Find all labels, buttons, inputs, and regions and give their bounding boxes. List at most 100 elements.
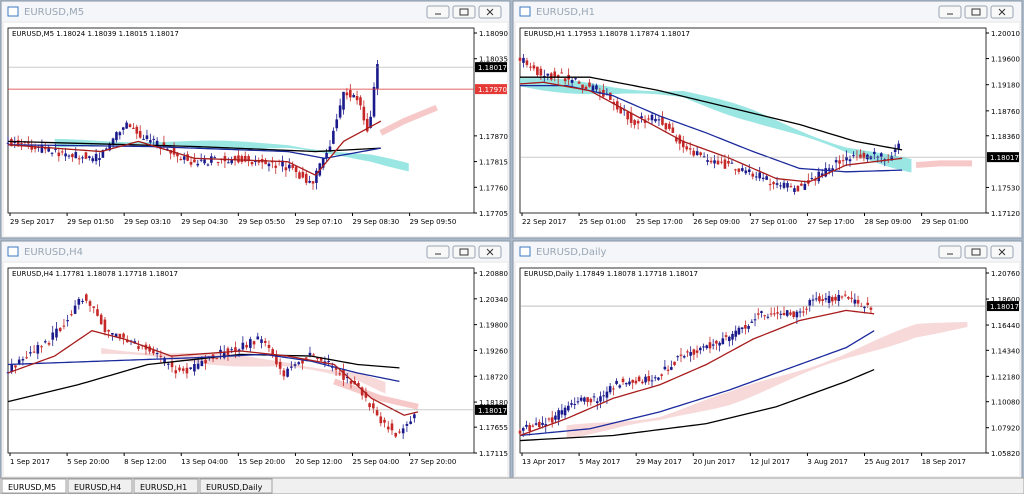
- candle-body: [731, 333, 734, 340]
- candle-body: [179, 158, 183, 160]
- candle-body: [608, 386, 612, 393]
- window-button-min[interactable]: [426, 5, 450, 19]
- candle-body: [859, 305, 863, 307]
- button-glyph: [971, 248, 981, 256]
- candle-body: [111, 332, 114, 335]
- candle-body: [267, 163, 271, 167]
- candle-body: [893, 149, 897, 153]
- bid-box: [987, 301, 1019, 312]
- candle-body: [308, 352, 312, 356]
- candle-body: [720, 161, 723, 163]
- time-label: 27 Sep 17:00: [807, 218, 854, 226]
- candle-body: [142, 138, 145, 140]
- candle-body: [756, 313, 760, 315]
- candle-body: [94, 153, 98, 162]
- tab[interactable]: [133, 478, 199, 494]
- tab[interactable]: [1, 478, 67, 494]
- candle-body: [549, 73, 553, 80]
- candle-body: [539, 68, 543, 76]
- window-button-max[interactable]: [452, 5, 476, 19]
- candle-body: [595, 85, 598, 90]
- candle-body: [775, 183, 779, 185]
- candle-body: [365, 118, 369, 132]
- candle-body: [165, 148, 169, 150]
- candle-body: [57, 152, 61, 157]
- candle-body: [193, 159, 196, 163]
- window-button-min[interactable]: [938, 245, 962, 259]
- candle-body: [629, 112, 633, 123]
- candle-body: [249, 339, 252, 348]
- candle-body: [172, 147, 176, 155]
- candle-body: [20, 142, 23, 144]
- candle-body: [716, 160, 720, 165]
- candle-body: [155, 140, 159, 147]
- chart-info: EURUSD,H1 1.17953 1.18078 1.17874 1.1801…: [524, 30, 690, 38]
- window-button-min[interactable]: [938, 5, 962, 19]
- price-label: 1.05820: [991, 450, 1020, 458]
- candle-body: [25, 357, 28, 359]
- chart-area: [4, 23, 507, 236]
- candle-body: [779, 313, 783, 315]
- window-button-min[interactable]: [426, 245, 450, 259]
- candle-body: [132, 127, 135, 129]
- candle-body: [747, 325, 750, 329]
- candle-body: [50, 152, 54, 154]
- candle-body: [181, 368, 185, 371]
- candle-body: [91, 158, 95, 162]
- candle-body: [409, 421, 412, 425]
- candle-body: [271, 349, 274, 357]
- candle-body: [753, 319, 757, 321]
- candle-body: [327, 361, 330, 363]
- candle-body: [637, 376, 641, 382]
- candle-body: [705, 345, 709, 349]
- candle-body: [74, 152, 78, 159]
- candle-body: [698, 347, 702, 351]
- time-label: 29 Sep 03:10: [124, 218, 171, 226]
- candle-body: [563, 407, 567, 416]
- candle-body: [838, 160, 841, 164]
- candle-body: [661, 116, 664, 125]
- candle-body: [866, 302, 870, 305]
- tab-bar: EURUSD,M5 EURUSD,H4 EURUSD,H1 EURUSD,Daily: [0, 477, 1024, 494]
- candle-body: [405, 423, 409, 426]
- candle-body: [532, 65, 536, 69]
- time-label: 28 Sep 09:00: [865, 218, 912, 226]
- tab[interactable]: [67, 478, 133, 494]
- candle-body: [92, 306, 96, 308]
- candle-body: [848, 159, 852, 162]
- ichimoku-cloud: [54, 138, 409, 172]
- time-label: 29 Sep 2017: [10, 218, 54, 226]
- bid-box: [987, 152, 1019, 163]
- candle-body: [779, 185, 782, 187]
- candle-body: [148, 346, 151, 352]
- candle-body: [70, 314, 73, 316]
- price-label: 1.19600: [991, 56, 1020, 64]
- window-button-max[interactable]: [964, 245, 988, 259]
- candle-body: [671, 127, 675, 133]
- candle-body: [342, 369, 345, 380]
- window-button-max[interactable]: [452, 245, 476, 259]
- candle-body: [619, 107, 623, 114]
- candle-body: [634, 380, 638, 384]
- candle-body: [360, 387, 364, 396]
- candle-body: [808, 300, 812, 306]
- candle-body: [14, 365, 17, 368]
- tab[interactable]: [199, 478, 273, 494]
- candle-body: [605, 391, 609, 398]
- time-label: 12 Jul 2017: [750, 458, 790, 466]
- candle-body: [554, 415, 557, 420]
- candle-body: [243, 155, 247, 162]
- candle-body: [196, 163, 200, 166]
- candle-body: [628, 381, 631, 385]
- price-label: 1.18600: [991, 296, 1020, 304]
- candle-body: [81, 300, 84, 302]
- window-button-max[interactable]: [964, 5, 988, 19]
- candle-body: [260, 339, 263, 343]
- candle-body: [670, 367, 673, 370]
- candle-body: [751, 173, 755, 177]
- candle-body: [879, 153, 883, 157]
- candle-body: [831, 297, 834, 302]
- candle-body: [319, 357, 323, 361]
- candle-body: [773, 313, 776, 315]
